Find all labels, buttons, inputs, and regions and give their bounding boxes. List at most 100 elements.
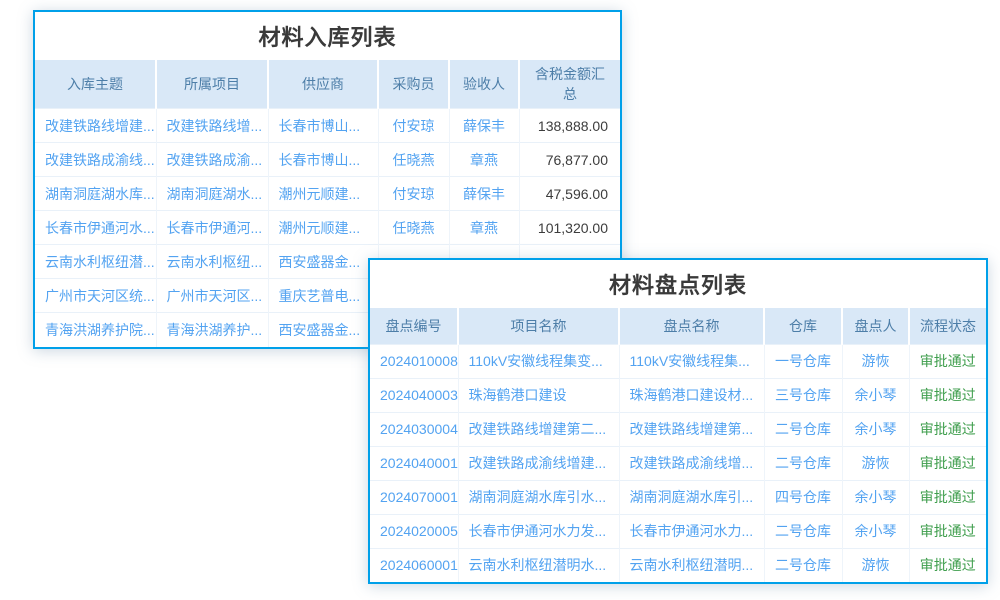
stocktake-list-title: 材料盘点列表: [370, 260, 986, 308]
table-cell[interactable]: 青海洪湖养护院...: [35, 312, 157, 347]
table-cell[interactable]: 付安琼: [378, 176, 450, 211]
table-cell[interactable]: 余小琴: [842, 513, 910, 548]
table-cell[interactable]: 青海洪湖养护...: [156, 312, 269, 347]
table-cell[interactable]: 审批通过: [909, 343, 986, 378]
column-header: 验收人: [449, 60, 520, 109]
table-cell[interactable]: 一号仓库: [764, 343, 843, 378]
table-cell[interactable]: 改建铁路线增建第...: [619, 411, 765, 446]
table-cell[interactable]: 改建铁路线增...: [156, 108, 269, 143]
stocktake-list-panel: 材料盘点列表 盘点编号 项目名称 盘点名称 仓库 盘点人 流程状态 2024010008 1…: [368, 258, 988, 584]
table-cell[interactable]: 薛保丰: [449, 176, 520, 211]
table-cell[interactable]: 改建铁路成渝线增建...: [458, 445, 620, 480]
table-cell[interactable]: 湖南洞庭湖水...: [156, 176, 269, 211]
table-cell[interactable]: 广州市天河区统...: [35, 278, 157, 313]
table-cell[interactable]: 二号仓库: [764, 513, 843, 548]
table-row: 长春市伊通河水... 长春市伊通河... 潮州元顺建... 任晓燕 章燕 101,320.…: [35, 210, 620, 245]
table-cell[interactable]: 云南水利枢纽潜明...: [619, 547, 765, 582]
table-cell[interactable]: 改建铁路线增建第二...: [458, 411, 620, 446]
table-cell[interactable]: 湖南洞庭湖水库引...: [619, 479, 765, 514]
table-cell[interactable]: 西安盛器金...: [268, 312, 379, 347]
table-cell[interactable]: 游恢: [842, 547, 910, 582]
table-cell[interactable]: 云南水利枢纽...: [156, 244, 269, 279]
table-cell[interactable]: 二号仓库: [764, 411, 843, 446]
stocktake-table-body: 2024010008 110kV安徽线程集变... 110kV安徽线程集... 一号仓…: [370, 343, 986, 582]
stocktake-table: 盘点编号 项目名称 盘点名称 仓库 盘点人 流程状态 2024010008 110kV安徽线…: [370, 308, 986, 582]
table-cell[interactable]: 游恢: [842, 445, 910, 480]
table-row: 2024010008 110kV安徽线程集变... 110kV安徽线程集... 一号仓…: [370, 343, 986, 378]
table-cell[interactable]: 任晓燕: [378, 142, 450, 177]
table-cell[interactable]: 付安琼: [378, 108, 450, 143]
table-cell[interactable]: 2024020005: [370, 513, 459, 548]
column-header: 含税金额汇总: [519, 60, 620, 109]
table-cell[interactable]: 2024060001: [370, 547, 459, 582]
table-cell[interactable]: 审批通过: [909, 445, 986, 480]
table-cell[interactable]: 珠海鹤港口建设: [458, 377, 620, 412]
table-cell[interactable]: 章燕: [449, 210, 520, 245]
table-cell[interactable]: 审批通过: [909, 513, 986, 548]
table-cell[interactable]: 湖南洞庭湖水库引水...: [458, 479, 620, 514]
column-header: 盘点名称: [619, 308, 765, 344]
table-cell[interactable]: 2024030004: [370, 411, 459, 446]
table-cell[interactable]: 珠海鹤港口建设材...: [619, 377, 765, 412]
column-header: 仓库: [764, 308, 843, 344]
table-cell[interactable]: 2024040001: [370, 445, 459, 480]
table-cell[interactable]: 四号仓库: [764, 479, 843, 514]
table-cell[interactable]: 游恢: [842, 343, 910, 378]
table-row: 2024030004 改建铁路线增建第二... 改建铁路线增建第... 二号仓库 余小琴…: [370, 411, 986, 446]
table-row: 云南水利枢纽潜... 云南水利枢纽... 西安盛器金...: [35, 244, 620, 279]
table-row: 改建铁路成渝线... 改建铁路成渝... 长春市博山... 任晓燕 章燕 76,877.0…: [35, 142, 620, 177]
table-cell: 138,888.00: [519, 108, 620, 143]
column-header: 项目名称: [458, 308, 620, 344]
column-header: 盘点人: [842, 308, 910, 344]
inbound-table-head: 入库主题 所属项目 供应商 采购员 验收人 含税金额汇总: [35, 60, 620, 109]
table-cell[interactable]: 湖南洞庭湖水库...: [35, 176, 157, 211]
table-cell[interactable]: 2024040003: [370, 377, 459, 412]
table-cell[interactable]: 长春市伊通河水力发...: [458, 513, 620, 548]
table-cell[interactable]: 改建铁路成渝线...: [35, 142, 157, 177]
table-cell[interactable]: 西安盛器金...: [268, 244, 379, 279]
table-cell[interactable]: 审批通过: [909, 411, 986, 446]
table-cell[interactable]: 长春市伊通河水力...: [619, 513, 765, 548]
column-header: 入库主题: [35, 60, 157, 109]
table-cell[interactable]: 审批通过: [909, 377, 986, 412]
table-cell[interactable]: 长春市伊通河...: [156, 210, 269, 245]
table-cell[interactable]: 任晓燕: [378, 210, 450, 245]
table-cell[interactable]: 2024070001: [370, 479, 459, 514]
table-row: 2024060001 云南水利枢纽潜明水... 云南水利枢纽潜明... 二号仓库 游恢审…: [370, 547, 986, 582]
table-cell: 47,596.00: [519, 176, 620, 211]
table-cell: 101,320.00: [519, 210, 620, 245]
table-cell[interactable]: 章燕: [449, 142, 520, 177]
table-cell[interactable]: 审批通过: [909, 547, 986, 582]
column-header: 所属项目: [156, 60, 269, 109]
table-cell[interactable]: 长春市博山...: [268, 108, 379, 143]
table-row: 2024020005 长春市伊通河水力发... 长春市伊通河水力... 二号仓库 余小琴…: [370, 513, 986, 548]
table-cell[interactable]: 薛保丰: [449, 108, 520, 143]
table-cell: 76,877.00: [519, 142, 620, 177]
table-cell[interactable]: 110kV安徽线程集...: [619, 343, 765, 378]
table-cell[interactable]: 长春市伊通河水...: [35, 210, 157, 245]
column-header: 供应商: [268, 60, 379, 109]
column-header: 流程状态: [909, 308, 986, 344]
table-cell[interactable]: 余小琴: [842, 411, 910, 446]
table-cell[interactable]: 二号仓库: [764, 445, 843, 480]
table-cell[interactable]: 余小琴: [842, 377, 910, 412]
table-cell[interactable]: 2024010008: [370, 343, 459, 378]
table-row: 2024070001 湖南洞庭湖水库引水... 湖南洞庭湖水库引... 四号仓库 余小琴…: [370, 479, 986, 514]
table-row: 2024040003 珠海鹤港口建设 珠海鹤港口建设材... 三号仓库 余小琴 审批通过: [370, 377, 986, 412]
table-cell[interactable]: 长春市博山...: [268, 142, 379, 177]
table-cell[interactable]: 余小琴: [842, 479, 910, 514]
table-cell[interactable]: 云南水利枢纽潜明水...: [458, 547, 620, 582]
table-cell[interactable]: 云南水利枢纽潜...: [35, 244, 157, 279]
table-cell[interactable]: 改建铁路线增建...: [35, 108, 157, 143]
table-cell[interactable]: 审批通过: [909, 479, 986, 514]
table-cell[interactable]: 110kV安徽线程集变...: [458, 343, 620, 378]
table-cell[interactable]: 广州市天河区...: [156, 278, 269, 313]
table-cell[interactable]: 改建铁路成渝线增...: [619, 445, 765, 480]
table-cell[interactable]: 改建铁路成渝...: [156, 142, 269, 177]
table-cell[interactable]: 潮州元顺建...: [268, 176, 379, 211]
stocktake-table-head: 盘点编号 项目名称 盘点名称 仓库 盘点人 流程状态: [370, 308, 986, 344]
table-cell[interactable]: 潮州元顺建...: [268, 210, 379, 245]
table-cell[interactable]: 二号仓库: [764, 547, 843, 582]
table-cell[interactable]: 三号仓库: [764, 377, 843, 412]
table-cell[interactable]: 重庆艺普电...: [268, 278, 379, 313]
